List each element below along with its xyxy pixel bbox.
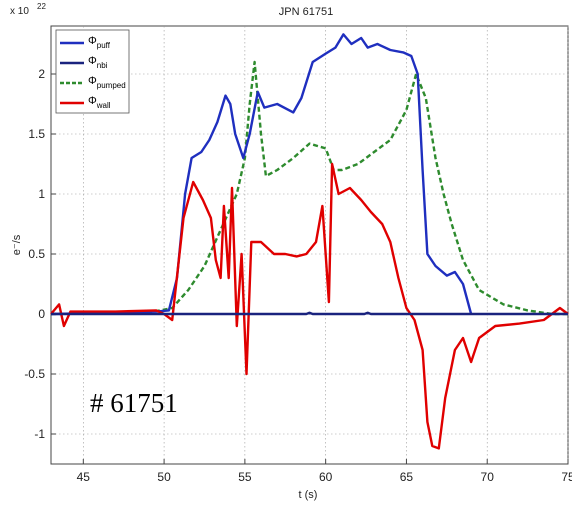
y-tick-label: 1.5 <box>28 127 45 141</box>
y-axis-label: e⁻/s <box>11 234 23 255</box>
series-line-nbi <box>51 311 568 316</box>
series-line-wall <box>50 162 569 450</box>
y-axis-exponent: x 10 <box>10 6 29 17</box>
legend-series-name: wall <box>96 101 111 110</box>
x-tick-label: 75 <box>561 470 572 484</box>
y-tick-label: 2 <box>38 67 45 81</box>
x-tick-label: 60 <box>319 470 333 484</box>
legend-series-name: puff <box>97 41 111 50</box>
x-tick-label: 55 <box>238 470 252 484</box>
x-tick-label: 45 <box>77 470 91 484</box>
y-tick-label: 0.5 <box>28 247 45 261</box>
x-tick-label: 65 <box>400 470 414 484</box>
chart-title: JPN 61751 <box>279 6 333 18</box>
plot-area <box>50 25 569 465</box>
series-layer <box>50 33 569 450</box>
y-tick-label: 1 <box>38 187 45 201</box>
y-axis-ticks: -1 -0.5 0 0.5 1 1.5 2 <box>24 67 56 441</box>
series-line-puff <box>50 33 473 316</box>
y-tick-label: -0.5 <box>24 367 45 381</box>
legend-series-name: pumped <box>97 81 126 90</box>
x-tick-label: 50 <box>157 470 171 484</box>
x-axis-ticks: 45 50 55 60 65 70 75 <box>77 459 572 484</box>
y-tick-label: -1 <box>34 427 45 441</box>
shot-number-annotation: # 61751 <box>90 388 178 418</box>
legend-series-name: nbi <box>97 61 108 70</box>
y-tick-label: 0 <box>38 307 45 321</box>
x-tick-label: 70 <box>481 470 495 484</box>
x-axis-label: t (s) <box>299 489 318 501</box>
y-axis-exponent-power: 22 <box>37 2 46 11</box>
